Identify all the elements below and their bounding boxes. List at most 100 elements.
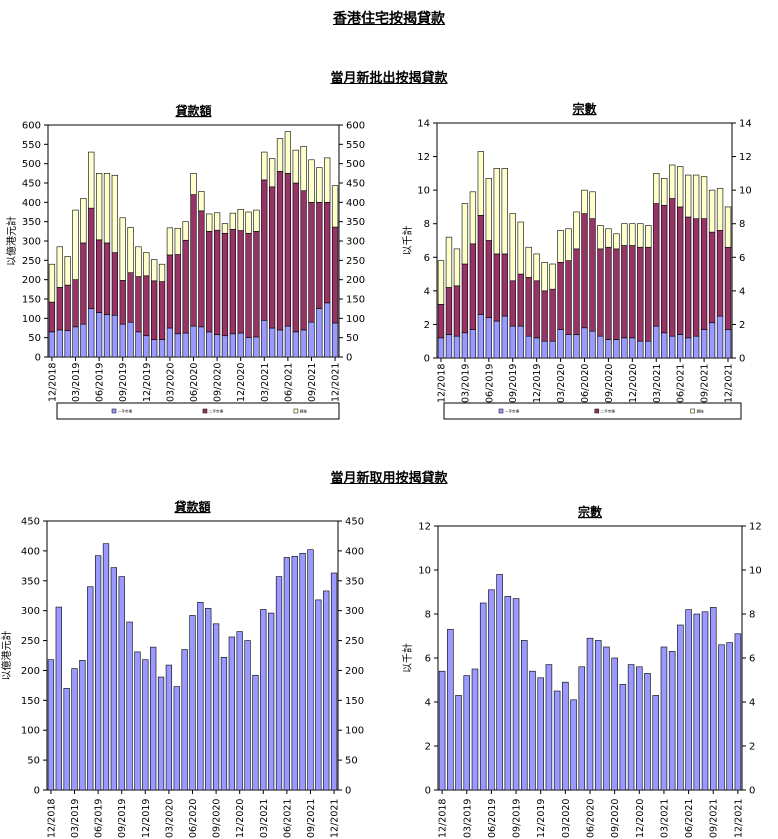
bar-segment [437,260,445,305]
x-tick-label: 09/2019 [508,364,519,403]
bar-segment [158,263,166,282]
y-tick-label-left: 2 [424,320,430,331]
chart-title: 貸款額 [174,499,210,514]
x-tick-label: 09/2019 [512,799,523,838]
bar [734,633,742,791]
legend-swatch [594,408,600,414]
x-tick-label: 03/2021 [652,364,663,403]
bar-segment [653,173,660,204]
bar [504,596,512,791]
bar [228,636,235,791]
x-tick-label: 12/2018 [46,799,57,838]
bar [173,686,180,791]
x-tick-label: 12/2019 [141,799,152,838]
bar [488,589,495,791]
bar [668,651,676,791]
bar-segment [692,174,700,219]
y-tick-label-left: 4 [425,698,431,709]
legend-swatch [293,408,299,414]
bar [660,646,668,791]
bar-segment [700,176,708,219]
legend-label: 二手市場 [209,409,223,414]
x-tick-label: 12/2021 [733,799,744,838]
bar-segment [501,168,508,255]
bar-segment [182,221,189,241]
x-tick-label: 09/2021 [307,363,318,402]
bar-segment [621,223,628,246]
bar-segment [206,213,213,232]
x-tick-label: 03/2020 [164,799,175,838]
bar-segment [237,208,244,231]
y-tick-label-right: 100 [345,726,364,737]
y-tick-label-left: 12 [418,522,431,533]
y-tick-label-left: 10 [418,566,431,577]
y-tick-label-left: 8 [425,610,431,621]
bar-segment [469,191,477,245]
bar [110,567,117,791]
x-tick-label: 06/2019 [487,799,498,838]
y-tick-label-left: 200 [21,666,40,677]
bar [479,602,487,791]
bar-segment [56,246,63,288]
x-tick-label: 12/2018 [438,799,449,838]
bar-segment [684,174,692,218]
y-tick-label-right: 0 [346,353,352,364]
x-tick-label: 06/2020 [188,799,199,838]
bar [438,670,446,791]
y-tick-label-left: 250 [22,256,41,267]
bar-segment [461,203,469,265]
bar [181,649,188,791]
bar-segment [477,151,485,216]
bar [252,674,259,791]
x-tick-label: 09/2019 [118,363,129,402]
bar [79,659,86,791]
x-tick-label: 09/2021 [700,364,711,403]
bar-segment [261,151,268,181]
bar [677,624,684,791]
x-tick-label: 06/2020 [580,364,591,403]
bar [134,651,141,791]
bar [636,666,643,791]
chart-drawn-amount: 貸款額 0 0 50 50 100 100 150 150 200 200 250 250 300 300 3… [0,499,364,838]
y-tick-label-right: 200 [345,666,364,677]
bar-segment [541,262,548,292]
bar-segment [221,223,229,234]
y-tick-label-right: 250 [345,636,364,647]
bar-segment [453,248,461,287]
y-tick-label-left: 600 [22,121,41,132]
y-tick-label-right: 400 [346,198,365,209]
bar-segment [143,252,150,277]
x-tick-label: 09/2021 [709,799,720,838]
chart-title: 貸款額 [175,103,211,118]
y-tick-label-right: 350 [346,217,365,228]
bar [652,695,659,791]
legend-label: 轉按 [697,409,705,414]
bar [512,598,520,791]
bar-segment [525,246,532,278]
x-tick-label: 06/2021 [676,364,687,403]
bar-segment [284,131,292,174]
bar-segment [166,227,174,256]
bar-segment [151,259,158,282]
x-tick-label: 03/2019 [462,799,473,838]
bar-segment [127,227,134,274]
y-tick-label-left: 100 [22,314,41,325]
bar-segment [88,151,95,209]
y-tick-label-right: 150 [346,295,365,306]
bar-segment [677,166,684,208]
y-tick-label-right: 2 [739,320,745,331]
x-tick-label: 12/2018 [436,364,447,403]
y-tick-label-left: 450 [22,179,41,190]
bar [157,676,165,791]
bar [586,637,594,791]
y-tick-label-right: 100 [346,314,365,325]
x-tick-label: 06/2020 [189,363,200,402]
y-tick-label-left: 14 [417,119,430,130]
bar [709,607,717,791]
bar-segment [549,263,556,290]
bar-segment [669,164,676,199]
y-axis-label: 以千計 [401,643,414,673]
bar-segment [485,178,492,241]
bar-segment [174,227,181,255]
y-tick-label-right: 400 [345,546,364,557]
